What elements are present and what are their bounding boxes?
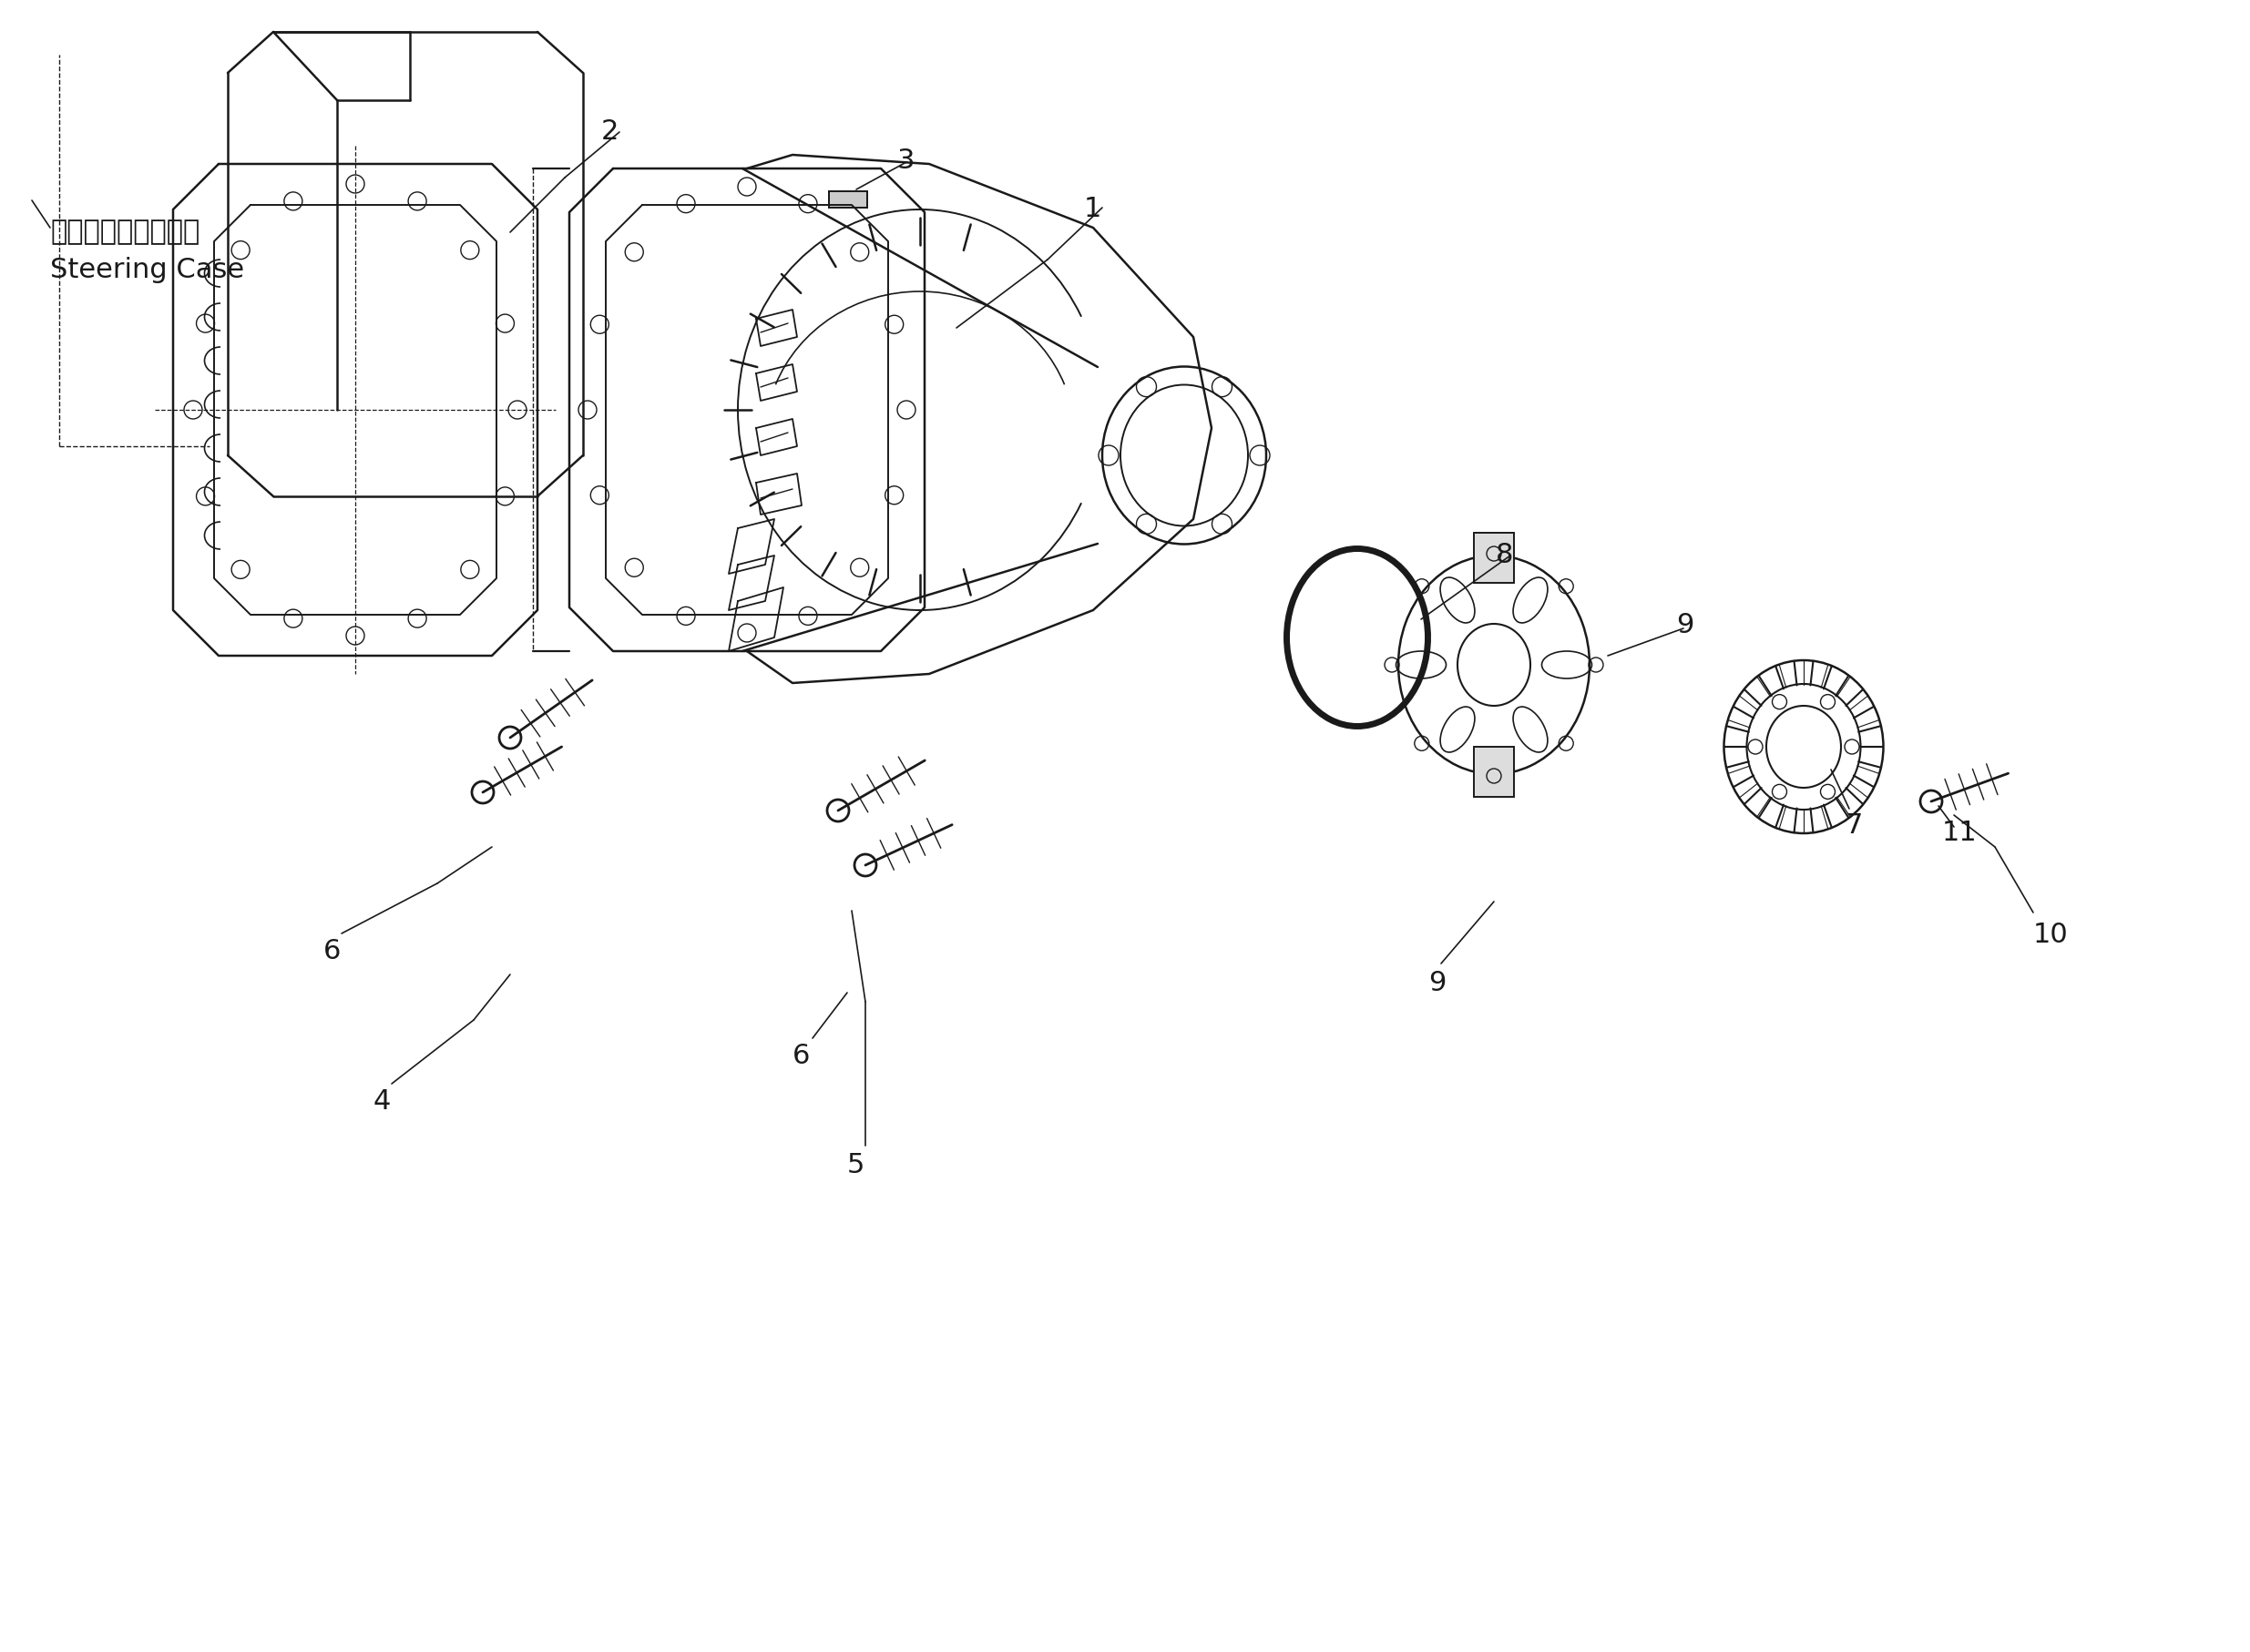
Text: 4: 4: [374, 1089, 392, 1115]
Text: 1: 1: [1084, 197, 1102, 223]
Text: 2: 2: [601, 119, 619, 145]
Text: 6: 6: [324, 938, 342, 965]
Text: 9: 9: [1676, 611, 1694, 638]
Text: 6: 6: [792, 1042, 810, 1069]
Text: 8: 8: [1496, 542, 1514, 568]
Text: 3: 3: [898, 147, 916, 173]
Bar: [1474, 532, 1514, 583]
Text: 9: 9: [1429, 970, 1447, 996]
Bar: [1474, 747, 1514, 796]
Text: 7: 7: [1845, 813, 1863, 839]
Text: 10: 10: [2034, 922, 2068, 948]
Text: 5: 5: [848, 1151, 864, 1178]
Text: Steering Case: Steering Case: [50, 256, 245, 282]
Bar: [828, 192, 866, 208]
Text: ステアリングケース: ステアリングケース: [50, 218, 200, 244]
Text: 11: 11: [1942, 819, 1978, 846]
